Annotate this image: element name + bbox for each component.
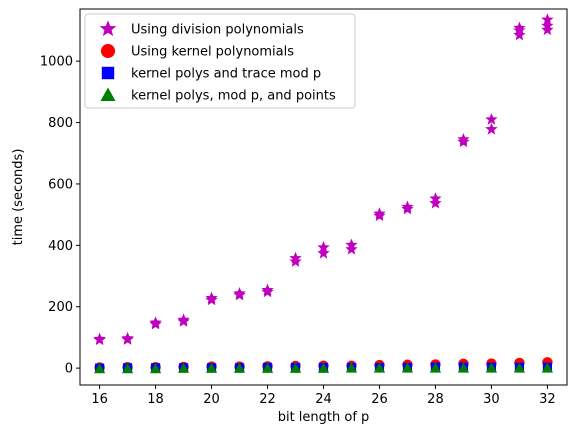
star-point: [429, 196, 442, 209]
y-tick-label: 0: [65, 362, 73, 377]
x-tick-label: 22: [259, 392, 276, 407]
triangle-point: [177, 362, 190, 373]
legend-marker-circle: [100, 43, 116, 59]
triangle-point: [289, 362, 302, 373]
legend-box: [84, 13, 356, 109]
star-point: [121, 331, 134, 344]
star-point: [373, 207, 386, 219]
y-axis-label: time (seconds): [11, 149, 26, 246]
triangle-point: [233, 362, 246, 373]
y-axis: 0 200 400 600 800 1000: [40, 55, 80, 377]
star-point: [289, 251, 302, 264]
y-tick-label: 600: [48, 177, 73, 192]
x-axis: 16 18 20 22 24 26 28 30 32: [91, 385, 556, 407]
triangle-point: [513, 362, 526, 373]
x-axis-label: bit length of p: [278, 410, 370, 425]
x-tick-label: 32: [539, 392, 556, 407]
star-point: [513, 21, 526, 34]
star-point: [345, 238, 358, 251]
legend-marker-square: [101, 66, 115, 80]
legend-entry-label: kernel polys and trace mod p: [131, 67, 321, 82]
series-star: [93, 13, 554, 346]
star-point: [485, 122, 498, 135]
triangle-point: [401, 362, 414, 373]
star-point: [541, 13, 554, 25]
x-tick-label: 24: [315, 392, 332, 407]
triangle-point: [541, 362, 554, 373]
triangle-point: [121, 363, 134, 374]
legend: Using division polynomials Using kernel p…: [84, 13, 356, 109]
star-point: [233, 287, 246, 299]
triangle-point: [485, 362, 498, 373]
star-point: [149, 316, 162, 328]
star-point: [345, 242, 358, 255]
y-tick-label: 200: [48, 300, 73, 315]
legend-entry-label: Using division polynomials: [131, 23, 304, 38]
plot-marks: [93, 13, 554, 374]
x-tick-label: 16: [91, 392, 108, 407]
y-tick-label: 400: [48, 239, 73, 254]
star-point: [205, 291, 218, 304]
triangle-point: [205, 362, 218, 373]
triangle-point: [93, 363, 106, 374]
x-tick-label: 26: [371, 392, 388, 407]
x-tick-label: 18: [147, 392, 164, 407]
triangle-point: [317, 362, 330, 373]
legend-marker-triangle: [100, 87, 116, 102]
legend-entry-label: Using kernel polynomials: [131, 45, 294, 60]
legend-entry-label: kernel polys, mod p, and points: [131, 89, 336, 104]
x-tick-label: 28: [427, 392, 444, 407]
triangle-point: [345, 362, 358, 373]
y-tick-label: 1000: [40, 55, 73, 70]
star-point: [93, 332, 106, 345]
star-point: [261, 283, 274, 296]
star-point: [541, 19, 554, 32]
star-point: [317, 240, 330, 253]
triangle-point: [261, 362, 274, 373]
star-point: [429, 192, 442, 204]
x-tick-label: 30: [483, 392, 500, 407]
star-point: [401, 200, 414, 213]
star-point: [457, 132, 470, 145]
x-tick-label: 20: [203, 392, 220, 407]
star-point: [513, 28, 526, 41]
triangle-point: [429, 362, 442, 373]
star-point: [541, 23, 554, 36]
triangle-point: [149, 363, 162, 374]
triangle-point: [373, 362, 386, 373]
series-triangle: [93, 362, 554, 374]
star-point: [485, 113, 498, 125]
triangle-point: [457, 362, 470, 373]
star-point: [317, 246, 330, 259]
star-point: [177, 313, 190, 326]
legend-marker-star: [99, 20, 117, 37]
y-tick-label: 800: [48, 116, 73, 131]
